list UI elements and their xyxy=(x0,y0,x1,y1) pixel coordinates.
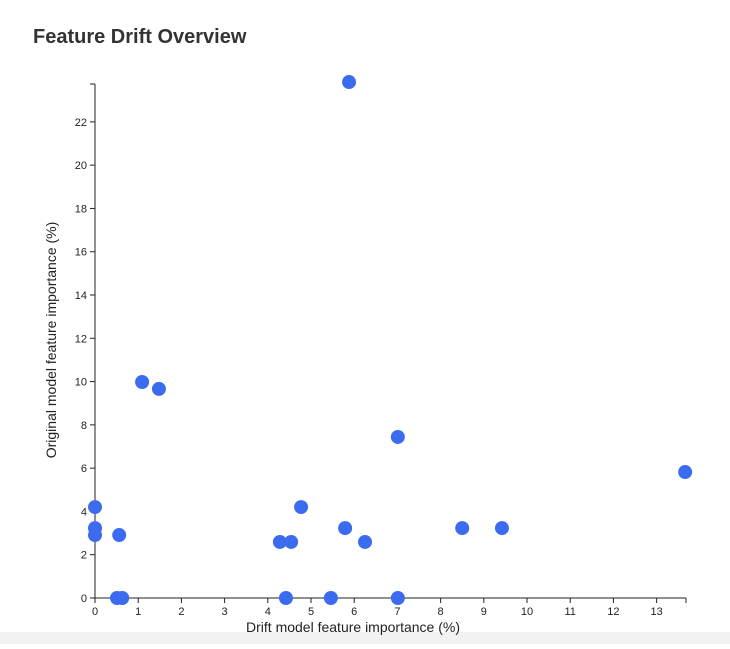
point xyxy=(390,591,405,605)
footer-band xyxy=(0,632,730,644)
y-tick-label: 12 xyxy=(75,333,87,345)
point xyxy=(494,521,509,536)
x-tick-label: 1 xyxy=(135,606,141,618)
point xyxy=(272,534,287,549)
y-tick-label: 22 xyxy=(75,117,87,129)
point xyxy=(112,528,127,543)
y-tick-label: 4 xyxy=(81,506,87,518)
point xyxy=(88,528,102,543)
y-axis-label: Original model feature importance (%) xyxy=(43,222,59,459)
point xyxy=(678,465,693,480)
x-tick-label: 10 xyxy=(521,606,533,618)
x-tick-label: 7 xyxy=(394,606,400,618)
x-tick-label: 8 xyxy=(438,606,444,618)
point xyxy=(294,500,309,515)
x-tick-label: 3 xyxy=(222,606,228,618)
y-tick-label: 6 xyxy=(81,463,87,475)
x-tick-label: 6 xyxy=(351,606,357,618)
point xyxy=(284,534,299,549)
y-tick-label: 10 xyxy=(75,377,87,389)
y-tick-label: 18 xyxy=(75,203,87,215)
point xyxy=(455,521,470,536)
x-tick-label: 11 xyxy=(565,606,576,618)
y-tick-label: 14 xyxy=(75,290,87,302)
x-tick-label: 12 xyxy=(607,606,619,618)
point xyxy=(278,591,293,605)
y-tick-label: 2 xyxy=(81,550,87,562)
point xyxy=(88,500,102,515)
x-tick-label: 2 xyxy=(178,606,184,618)
point xyxy=(342,75,357,90)
x-tick-label: 5 xyxy=(308,606,314,618)
point xyxy=(115,591,130,605)
y-tick-label: 0 xyxy=(81,593,87,605)
point xyxy=(323,591,338,605)
x-axis-label: Drift model feature importance (%) xyxy=(246,619,460,635)
point xyxy=(358,534,373,549)
point xyxy=(390,429,405,444)
x-tick-label: 9 xyxy=(481,606,487,618)
point xyxy=(135,375,150,390)
y-tick-label: 8 xyxy=(81,420,87,432)
x-tick-label: 4 xyxy=(265,606,271,618)
chart-title: Feature Drift Overview xyxy=(33,26,247,48)
point xyxy=(151,381,166,396)
y-tick-label: 20 xyxy=(75,160,87,172)
y-tick-label: 16 xyxy=(75,247,87,259)
x-tick-label: 0 xyxy=(92,606,98,618)
point xyxy=(338,521,353,536)
x-tick-label: 13 xyxy=(650,606,662,618)
